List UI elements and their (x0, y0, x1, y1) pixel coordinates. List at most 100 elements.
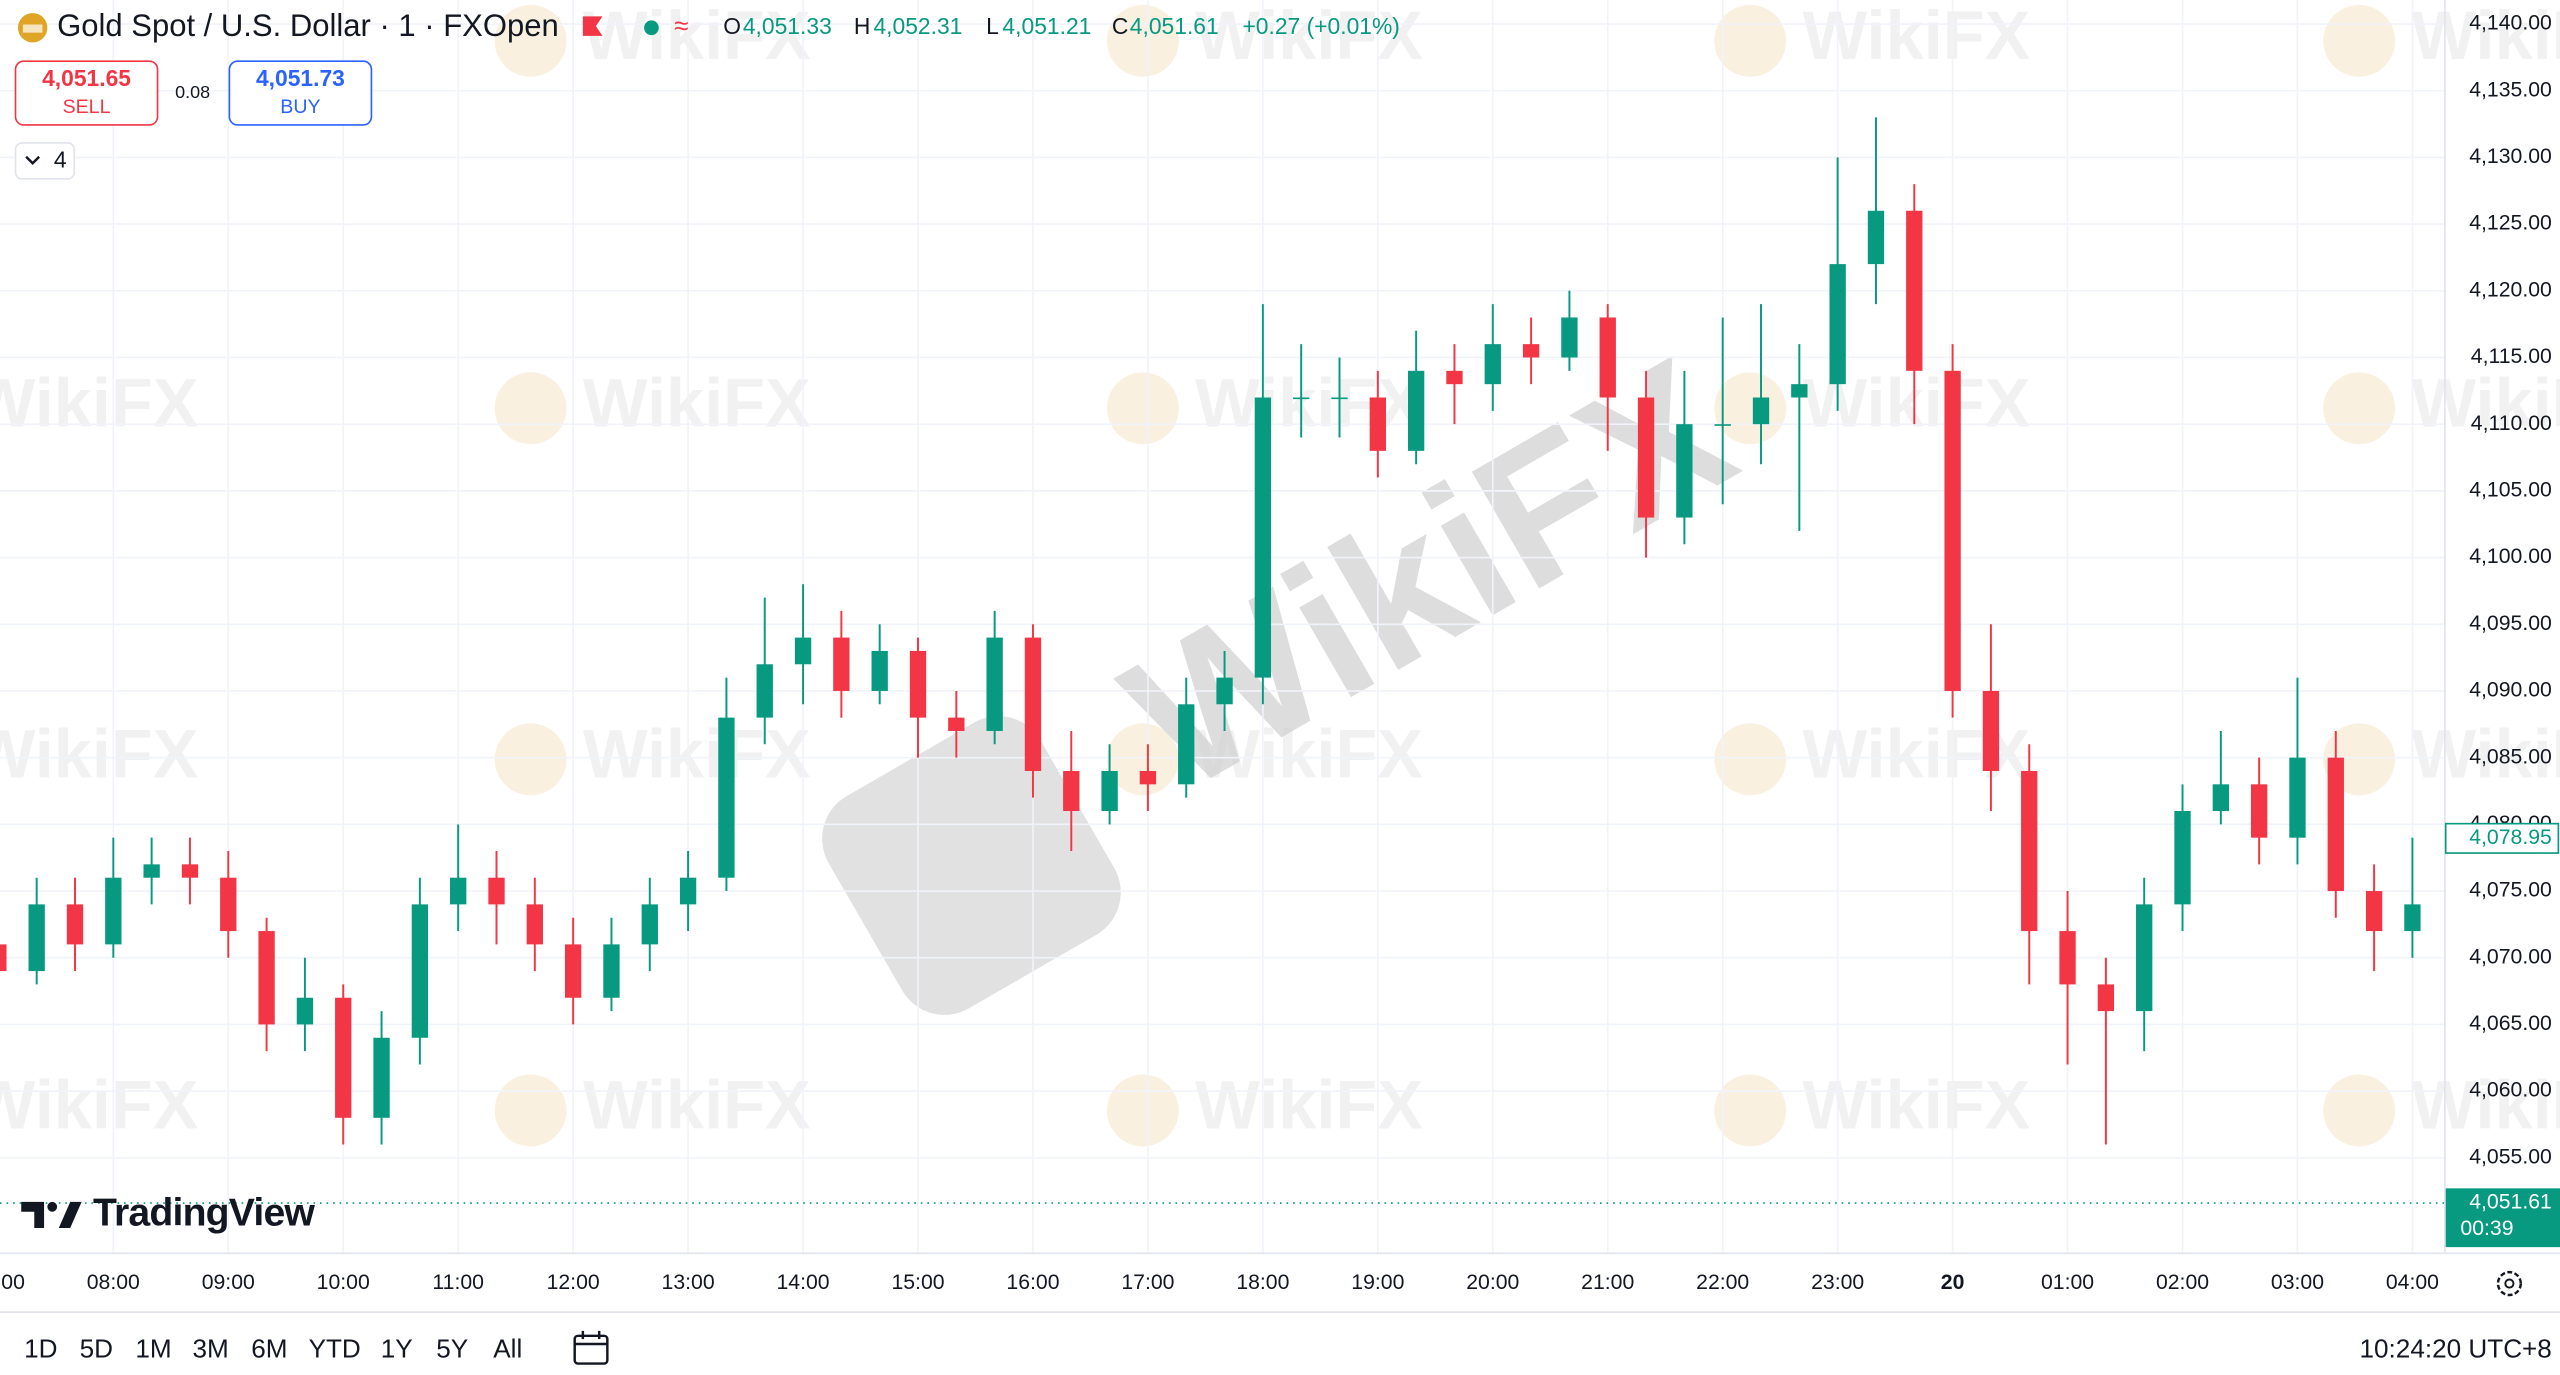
y-tick-label: 4,085.00 (2469, 745, 2552, 768)
watermark-icon (1714, 1074, 1787, 1147)
range-toolbar: 1D 5D 1M 3M 6M YTD 1Y 5Y All (24, 1333, 522, 1363)
watermark: WikiFX (1195, 715, 1423, 792)
watermark: WikiFX (2411, 715, 2560, 792)
watermark: WikiFX (583, 364, 811, 441)
range-button[interactable]: 1Y (381, 1333, 413, 1363)
range-button[interactable]: 5D (80, 1333, 113, 1363)
countdown-label: 00:39 (2460, 1217, 2513, 1240)
y-tick-label: 4,130.00 (2469, 145, 2552, 168)
x-tick-label: 02:00 (2156, 1271, 2209, 1294)
chart-title: Gold Spot / U.S. Dollar · 1 · FXOpen (57, 8, 559, 43)
candle-body (1867, 210, 1885, 265)
watermark-icon (1106, 4, 1179, 77)
x-tick-label: 04:00 (2386, 1271, 2439, 1294)
wave-icon: ≈ (674, 11, 688, 41)
ohlc-value: 4,052.31 (873, 13, 962, 39)
watermark: WikiFX (1195, 1067, 1423, 1144)
candle-body (258, 931, 275, 1025)
range-button[interactable]: 1D (24, 1333, 57, 1363)
y-tick-label: 4,120.00 (2469, 278, 2552, 301)
flag-icon (582, 16, 603, 36)
symbol-icon-bar (22, 24, 43, 33)
candle-body (1101, 770, 1118, 812)
candle-body (181, 864, 199, 878)
ohlc-label: O (723, 13, 741, 39)
range-button[interactable]: All (493, 1333, 522, 1363)
settings-icon-center[interactable] (2504, 1278, 2515, 1289)
candle-body (1446, 370, 1463, 385)
sell-price[interactable]: 4,051.65 (42, 65, 131, 91)
buy-button[interactable] (228, 60, 373, 126)
watermark: WikiFX (1802, 0, 2030, 74)
range-button[interactable]: YTD (309, 1333, 361, 1363)
current-price-label: 4,078.95 (2469, 826, 2552, 849)
x-tick-label: 08:00 (87, 1271, 140, 1294)
candle-body (1293, 397, 1310, 400)
logo-mark (58, 1201, 82, 1229)
y-tick-label: 4,090.00 (2469, 679, 2552, 702)
watermark-icon (494, 1074, 567, 1147)
x-tick-label: 03:00 (2271, 1271, 2324, 1294)
x-tick-label: 23:00 (1811, 1271, 1864, 1294)
x-tick-label: 17:00 (1121, 1271, 1174, 1294)
watermark: WikiFX (0, 364, 199, 441)
chevron-icon[interactable] (25, 155, 41, 166)
ohlc-value: 4,051.21 (1002, 13, 1091, 39)
goto-date-icon[interactable] (573, 1330, 609, 1365)
candle-body (1484, 344, 1501, 385)
watermark-icon (1714, 723, 1787, 796)
market-open-dot (644, 20, 659, 36)
watermark-icon (494, 723, 567, 796)
watermark: WikiFX (2411, 0, 2560, 74)
candle-body (1906, 210, 1923, 371)
candle-body (833, 637, 850, 691)
last-price-label: 4,051.61 (2469, 1191, 2552, 1214)
candle-body (2097, 984, 2115, 1012)
x-tick-label: 11:00 (432, 1271, 484, 1294)
ohlc-value: 4,051.33 (743, 13, 832, 39)
calendar-icon[interactable] (573, 1334, 609, 1365)
candle-body (1139, 770, 1157, 785)
clock: 10:24:20 UTC+8 (2360, 1333, 2552, 1363)
candle-body (373, 1037, 390, 1118)
logo: TradingView (21, 1191, 316, 1234)
watermark-icon (1714, 372, 1787, 445)
y-tick-label: 4,105.00 (2469, 478, 2552, 501)
candle-body (2212, 784, 2229, 812)
indicators-count[interactable]: 4 (54, 147, 67, 173)
candle-body (296, 997, 314, 1025)
watermark: WikiFX (1195, 364, 1423, 441)
ohlc-value: 4,051.61 (1130, 13, 1219, 39)
range-button[interactable]: 6M (251, 1333, 287, 1363)
y-tick-label: 4,125.00 (2469, 212, 2552, 235)
sell-button[interactable] (14, 60, 159, 126)
candle-body (1676, 424, 1693, 518)
candle-body (1216, 677, 1233, 705)
indicators-toggle[interactable] (14, 142, 76, 180)
candle-body (335, 997, 352, 1118)
candle-body (871, 650, 888, 691)
watermark-icon (1106, 372, 1179, 445)
sell-label[interactable]: SELL (63, 96, 111, 118)
range-button[interactable]: 5Y (436, 1333, 468, 1363)
candle-body (2327, 757, 2344, 892)
y-tick-label: 4,110.00 (2471, 412, 2552, 435)
buy-price[interactable]: 4,051.73 (256, 65, 345, 91)
candle-body (1522, 344, 1540, 358)
settings-icon[interactable] (2496, 1270, 2523, 1297)
watermark: WikiFX (0, 1067, 199, 1144)
candle-body (1369, 397, 1386, 451)
last-price-box (2445, 1188, 2560, 1248)
candle-body (1024, 637, 1042, 771)
candle-body (1982, 690, 2000, 771)
candle-body (66, 904, 84, 945)
x-tick-label: 07:00 (0, 1271, 25, 1294)
watermark: WikiFX (583, 715, 811, 792)
buy-label[interactable]: BUY (280, 96, 320, 118)
candle-body (794, 637, 812, 665)
candle-body (1752, 397, 1770, 425)
range-button[interactable]: 1M (135, 1333, 171, 1363)
spread: 0.08 (175, 82, 210, 102)
range-button[interactable]: 3M (192, 1333, 228, 1363)
